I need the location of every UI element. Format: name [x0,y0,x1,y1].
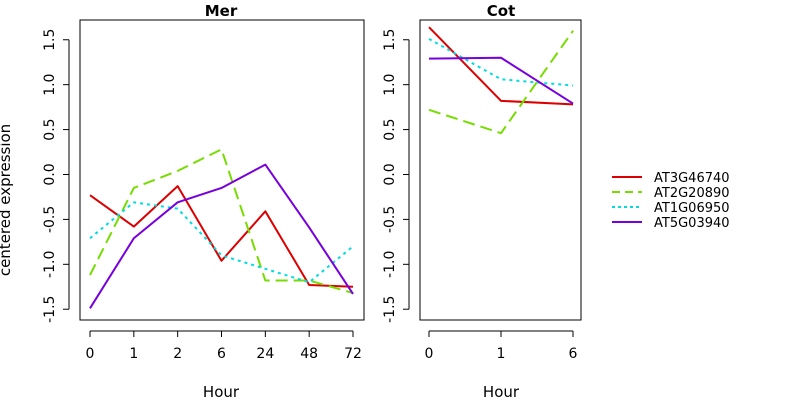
y-axis-mer: -1.5 -1.0 -0.5 0.0 0.5 1.0 1.5 [42,29,70,323]
panel-title-cot: Cot [487,2,515,20]
y-tick-label: 1.5 [42,29,58,51]
series-line-at5g03940 [428,56,574,105]
x-tick-label: 24 [256,346,274,362]
series-line-at2g20890 [428,30,574,135]
x-axis-mer: 0 1 2 6 24 48 72 [86,330,362,362]
x-tick-label: 48 [300,346,318,362]
series-line-at2g20890 [89,148,354,295]
y-tick-label: 1.5 [382,29,398,51]
x-tick-label: 6 [569,346,578,362]
legend-label-at1g06950: AT1G06950 [654,201,730,216]
legend-label-at5g03940: AT5G03940 [654,216,730,231]
y-tick-label: -1.0 [382,251,398,278]
y-axis-cot: -1.5 -1.0 -0.5 0.0 0.5 1.0 1.5 [382,29,410,323]
series-group-cot [428,26,574,135]
x-tick-label: 1 [129,346,138,362]
x-tick-label: 72 [344,346,362,362]
x-tick-label: 0 [425,346,434,362]
y-tick-label: 1.0 [382,74,398,96]
y-tick-label: -0.5 [382,206,398,233]
x-tick-label: 6 [217,346,226,362]
y-tick-label: 1.0 [42,74,58,96]
y-tick-label: 0.0 [382,163,398,185]
y-tick-label: -1.0 [42,251,58,278]
plot-frame-mer [79,19,365,321]
y-tick-label: 0.5 [42,118,58,140]
x-axis-cot: 0 1 6 [425,330,578,362]
panel-mer: Mer -1.5-1.0-0.50.00.51.01.5 0 1 2 6 24 48 72 … [42,2,365,400]
panel-title-mer: Mer [205,2,238,20]
y-axis-title: centered expression [0,124,14,276]
y-tick-label: 0.5 [382,118,398,140]
y-tick-label: 0.0 [42,163,58,185]
series-group-mer [89,148,354,309]
x-tick-label: 2 [173,346,182,362]
legend-label-at3g46740: AT3G46740 [654,171,730,186]
x-tick-label: 0 [86,346,95,362]
y-tick-label: -1.5 [382,296,398,323]
legend-label-at2g20890: AT2G20890 [654,186,730,201]
series-line-at3g46740 [89,185,354,288]
series-line-at5g03940 [89,163,354,309]
plot-frame-cot [419,19,582,321]
x-axis-title-mer: Hour [203,383,240,400]
y-tick-label: -0.5 [42,206,58,233]
series-line-at1g06950 [89,201,354,284]
x-axis-title-cot: Hour [483,383,520,400]
y-tick-label: -1.5 [42,296,58,323]
panel-cot: Cot -1.5 -1.0 -0.5 0.0 0.5 1.0 1.5 0 1 6 Hour [382,2,582,400]
series-line-at3g46740 [428,26,574,106]
x-tick-label: 1 [497,346,506,362]
